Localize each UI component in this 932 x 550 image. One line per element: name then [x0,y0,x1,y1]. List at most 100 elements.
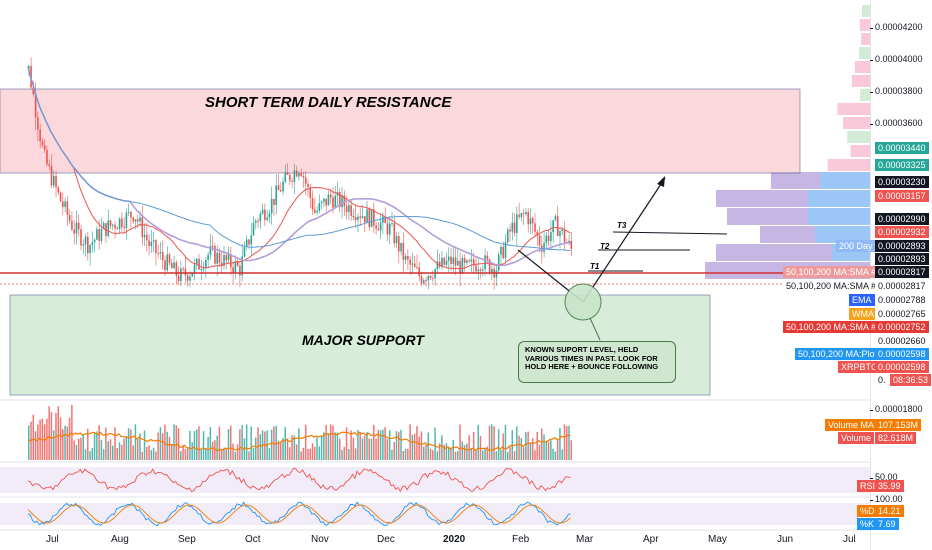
volume-bar [152,447,155,460]
volume-bar [62,429,64,460]
candle-body [207,254,209,260]
candle-body [84,236,87,245]
candle-body [416,267,418,269]
candle-body [318,203,321,211]
candle-body [130,211,132,218]
volume-bar [368,438,370,460]
support-note[interactable]: KNOWN SUPORT LEVEL, HELD VARIOUS TIMES I… [518,341,676,383]
countdown-badge: 08:36:53 [890,374,932,386]
candle-body [513,222,516,233]
volume-bar [146,446,148,460]
candle-body [100,228,103,241]
candle-body [127,211,130,213]
candle-body [400,242,402,252]
candle-body [191,273,194,277]
candle-body [68,215,71,221]
support-circle [564,283,602,321]
volume-bar [73,440,75,460]
volume-bar [354,448,357,460]
candle-body [379,222,382,231]
volume-bar [279,441,282,460]
volume-bar [34,431,37,460]
volume-bar [486,446,489,460]
volume-bar [509,446,511,460]
volume-bar [75,445,78,460]
volume-bar [547,441,550,460]
volume-profile-bar [862,5,870,17]
candle-body [159,251,162,254]
volume-bar [295,444,298,460]
candle-body [568,240,570,243]
volume-bar [239,429,241,460]
candle-body [148,240,150,247]
volume-bar [98,425,100,460]
candle-body [484,255,486,270]
target-t3-label: T3 [617,221,627,230]
candle-body [443,257,446,265]
volume-bar [370,438,373,460]
candle-body [341,195,343,208]
candle-body [48,164,51,166]
candle-body [491,268,493,273]
volume-bar [504,424,507,460]
candle-body [93,239,96,243]
candle-body [273,198,275,205]
candle-body [209,245,212,255]
candle-body [391,223,393,225]
candle-body [359,216,362,218]
price-chart[interactable] [0,0,870,550]
volume-bar [223,447,225,460]
volume-bar [48,406,50,460]
volume-profile-bar [851,75,870,87]
candle-body [338,191,341,208]
volume-bar [538,444,541,460]
volume-profile-bar [854,61,870,73]
candle-body [402,242,405,260]
badge-3325: 0.00003325 [875,159,929,171]
stoch-tick: 100.00 [870,494,903,504]
volume-profile-bar [860,89,870,101]
volume-bar [513,451,516,460]
badge-200day: 200 Day [836,240,876,252]
candle-body [59,192,62,202]
candle-body [497,254,500,271]
volume-bar [445,443,448,460]
candle-body [300,173,302,177]
candle-body [89,245,91,254]
candle-body [155,240,157,254]
badge-plot: 50,100,200 MA:Plot [795,348,881,360]
candle-body [384,216,386,224]
candle-body [107,220,110,237]
badge-2893b: 0.00002893 [875,253,929,265]
candle-body [270,198,273,214]
volume-bar [159,427,162,460]
volume-bar [132,445,134,460]
candle-body [39,129,41,142]
volume-bar [28,425,30,460]
target-t3-line [612,231,728,235]
volume-profile-bar [847,131,870,143]
volume-bar [148,445,150,460]
candle-body [136,219,139,222]
volume-bar [565,425,568,460]
badge-k-val: 7.69 [875,518,899,530]
volume-bar [497,429,500,460]
volume-bar [432,450,434,460]
volume-profile-bar [850,145,870,157]
volume-bar [57,406,60,460]
badge-sma1: 50,100,200 MA:SMA #1 [783,321,885,333]
volume-bar [161,433,164,460]
candle-body [445,260,448,265]
candle-body [459,260,461,274]
volume-bar [377,429,380,460]
candle-body [370,209,373,228]
candle-body [220,262,223,266]
resistance-label: SHORT TERM DAILY RESISTANCE [205,94,452,111]
candle-body [441,257,443,267]
volume-bar [409,424,411,460]
candle-body [352,215,355,218]
candle-body [309,187,312,199]
volume-profile-bar [837,103,870,115]
candle-body [177,275,180,282]
